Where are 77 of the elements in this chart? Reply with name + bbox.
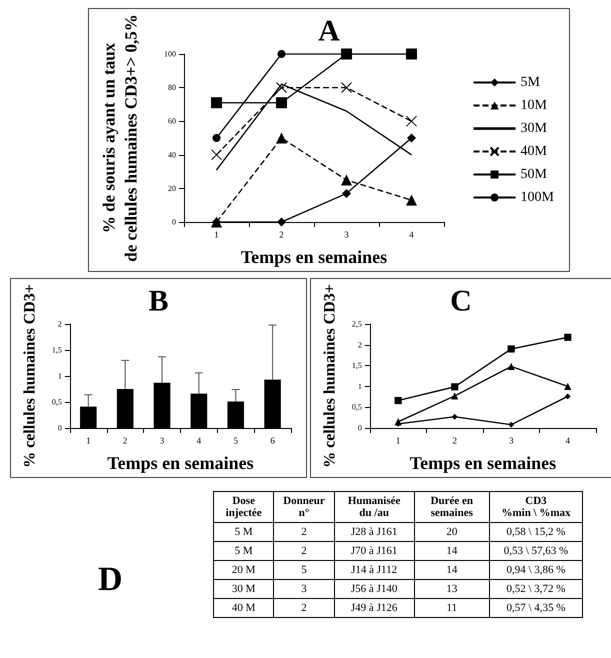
y-tick-label: 0 [58, 424, 62, 432]
text: 20 [414, 522, 490, 542]
text: 14 [414, 542, 490, 560]
y-tick-label: 20 [168, 184, 176, 193]
y-tick-label: 1,5 [352, 361, 362, 370]
text: D [98, 561, 123, 599]
chart-title: A [318, 14, 340, 48]
text: 11 [414, 598, 490, 618]
legend-label: 100M [520, 190, 555, 205]
category-label: CD3 %min \ %max [490, 492, 582, 522]
category-label: Dose injectée [214, 492, 274, 522]
y-tick-label: 1 [58, 372, 62, 380]
text: 0,94 \ 3,86 % [490, 560, 582, 580]
text: 0,57 \ 4,35 % [490, 598, 582, 618]
text: 0,53 \ 57,63 % [490, 542, 582, 560]
x-tick-label: 1 [214, 230, 219, 240]
y-tick-label: 2,5 [352, 320, 362, 328]
text: 2 [274, 522, 334, 542]
text: J49 à J126 [334, 598, 414, 618]
x-axis-title: Temps en semaines [410, 453, 556, 473]
text: 20 M [214, 560, 274, 580]
x-tick-label: 1 [396, 436, 400, 446]
x-tick-label: 3 [160, 436, 165, 446]
y-tick-label: 1,5 [52, 346, 62, 354]
legend-label: 50M [520, 167, 548, 182]
text: 0,52 \ 3,72 % [490, 580, 582, 598]
chart-title: C [450, 284, 472, 318]
x-axis-title: Temps en semaines [107, 453, 254, 473]
text: 30 M [214, 580, 274, 598]
x-tick-label: 1 [86, 436, 91, 446]
text: 40 M [214, 598, 274, 618]
legend-label: 10M [520, 98, 548, 113]
text: 14 [414, 560, 490, 580]
y-tick-label: 100 [164, 50, 176, 58]
x-tick-label: 5 [233, 436, 238, 446]
text: 2 [274, 598, 334, 618]
y-tick-label: 0 [172, 218, 176, 226]
category-label: Donneur n° [274, 492, 334, 522]
y-tick-label: 0,5 [352, 402, 362, 412]
text: 3 [274, 580, 334, 598]
legend-label: 40M [520, 144, 548, 159]
y-tick-label: 60 [168, 116, 176, 126]
chart-title: B [148, 284, 169, 318]
x-axis-title: Temps en semaines [240, 247, 388, 267]
text: J56 à J140 [334, 580, 414, 598]
text: 5 M [214, 522, 274, 542]
text: 0,58 \ 15,2 % [490, 522, 582, 542]
text: J28 à J161 [334, 522, 414, 542]
y-tick-label: 0 [358, 424, 362, 432]
y-axis-title: % cellules humaines CD3+ [22, 284, 38, 468]
y-axis-title: % de souris ayant un taux de cellules humaines CD3+> 0,5% [100, 14, 140, 262]
x-tick-label: 3 [344, 230, 350, 240]
text: 13 [414, 580, 490, 598]
y-tick-label: 2 [58, 320, 62, 328]
y-tick-label: 0,5 [52, 398, 62, 406]
x-tick-label: 2 [452, 436, 457, 446]
x-tick-label: 6 [270, 436, 276, 446]
x-tick-label: 3 [508, 436, 514, 446]
y-tick-label: 2 [358, 340, 362, 350]
text: 2 [274, 542, 334, 560]
legend-label: 30M [520, 121, 548, 136]
y-tick-label: 40 [168, 150, 176, 160]
x-tick-label: 4 [196, 436, 202, 446]
x-tick-label: 4 [409, 230, 414, 240]
text: 5 M [214, 542, 274, 560]
category-label: Humanisée du /au [334, 492, 414, 522]
y-tick-label: 80 [168, 83, 176, 92]
x-tick-label: 2 [279, 230, 284, 240]
legend-label: 5M [520, 75, 541, 90]
text: 5 [274, 560, 334, 580]
category-label: Durée en semaines [414, 492, 490, 522]
x-tick-label: 4 [565, 436, 570, 446]
text: J14 à J112 [334, 560, 414, 580]
y-axis-title: % cellules humaines CD3+ [322, 284, 338, 468]
text: J70 à J161 [334, 542, 414, 560]
y-tick-label: 1 [358, 382, 362, 391]
x-tick-label: 2 [122, 436, 128, 446]
